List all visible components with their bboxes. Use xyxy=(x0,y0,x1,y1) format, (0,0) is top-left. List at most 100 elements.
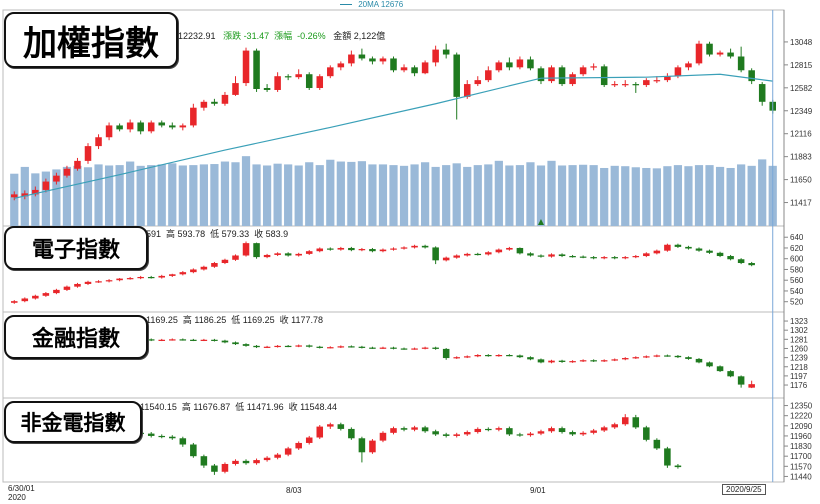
info-fin-low: 低 1169.25 xyxy=(231,315,275,325)
candle-body-taiex xyxy=(63,168,71,176)
candle-body-taiex xyxy=(463,84,471,97)
candle-body-fin xyxy=(748,384,755,388)
candle-body-fin xyxy=(695,358,703,363)
candle-body-elec xyxy=(400,247,408,249)
candle-body-taiex xyxy=(527,59,534,69)
info-elec: 591 高 593.78 低 579.33 收 583.9 xyxy=(146,227,288,240)
candle-body-elec xyxy=(316,248,324,252)
candle-body-taiex xyxy=(632,84,640,86)
volume-bar xyxy=(631,167,640,226)
candle-body-taiex xyxy=(579,67,587,75)
candle-body-elec xyxy=(390,248,397,250)
candle-body-fin xyxy=(253,345,260,348)
candle-body-taiex xyxy=(558,67,566,85)
candle-body-nonfin xyxy=(190,444,197,457)
candle-body-elec xyxy=(474,253,482,256)
candle-body-elec xyxy=(695,248,703,251)
candle-body-elec xyxy=(116,278,123,281)
y-tick-label-taiex-1: 12815 xyxy=(790,61,813,70)
y-tick-label-nonfin-6: 11570 xyxy=(790,462,812,471)
candle-body-taiex xyxy=(221,94,229,104)
volume-bar xyxy=(684,166,693,226)
volume-bar xyxy=(431,166,440,226)
candle-body-nonfin xyxy=(348,428,355,439)
candle-body-taiex xyxy=(295,74,302,78)
candle-body-elec xyxy=(137,276,144,279)
y-tick-label-fin-5: 1218 xyxy=(790,363,808,372)
volume-bar xyxy=(747,165,756,226)
candle-body-fin xyxy=(263,346,271,348)
candle-body-elec xyxy=(632,256,640,258)
volume-bar xyxy=(463,166,472,226)
info-elec-high: 高 593.78 xyxy=(166,229,206,239)
volume-bar xyxy=(652,168,661,226)
candle-body-nonfin xyxy=(316,426,324,438)
candle-body-taiex xyxy=(105,125,113,138)
candle-body-elec xyxy=(158,275,166,278)
volume-marker-icon xyxy=(537,219,544,225)
candle-body-taiex xyxy=(116,125,123,130)
candle-body-elec xyxy=(653,250,661,254)
candle-body-taiex xyxy=(716,52,724,55)
candle-body-fin xyxy=(221,340,229,343)
candle-body-fin xyxy=(390,347,397,349)
candle-body-fin xyxy=(358,346,366,348)
volume-bar xyxy=(526,162,535,226)
volume-bar xyxy=(642,167,651,226)
volume-bar xyxy=(715,166,725,226)
candle-body-elec xyxy=(674,244,682,247)
volume-bar xyxy=(52,169,61,226)
candle-body-taiex xyxy=(305,74,313,89)
candle-body-taiex xyxy=(137,122,144,132)
volume-bar xyxy=(389,165,398,226)
candle-body-fin xyxy=(516,355,524,358)
candle-body-fin xyxy=(653,355,661,357)
candle-body-fin xyxy=(474,355,482,357)
info-fin: 1169.25 高 1186.25 低 1169.25 收 1177.78 xyxy=(146,313,323,326)
candle-body-elec xyxy=(348,247,355,251)
volume-bar xyxy=(220,161,230,226)
info-taiex-pct: -0.26% xyxy=(297,31,326,41)
candle-body-elec xyxy=(485,252,492,255)
info-nonfin-low: 低 11471.96 xyxy=(235,402,284,412)
candle-body-elec xyxy=(442,257,450,261)
candle-body-elec xyxy=(169,274,176,276)
volume-bar xyxy=(178,165,187,226)
candle-body-elec xyxy=(453,255,460,258)
candle-body-nonfin xyxy=(200,456,208,466)
info-fin-open: 1169.25 xyxy=(146,315,178,325)
candle-body-fin xyxy=(295,345,302,347)
volume-bar xyxy=(621,166,630,226)
candle-body-taiex xyxy=(253,50,260,89)
candle-body-nonfin xyxy=(527,433,534,436)
candle-body-taiex xyxy=(369,58,376,62)
candle-body-elec xyxy=(685,246,692,249)
candle-body-elec xyxy=(643,253,650,257)
candle-body-taiex xyxy=(327,67,334,77)
y-tick-label-elec-1: 620 xyxy=(790,244,804,253)
ma-line xyxy=(14,73,773,199)
volume-bar xyxy=(347,161,356,226)
candle-body-taiex xyxy=(537,68,545,82)
candle-body-nonfin xyxy=(432,431,439,435)
candle-body-nonfin xyxy=(453,434,460,436)
volume-bar xyxy=(610,165,619,226)
candle-body-taiex xyxy=(611,84,618,86)
volume-bar xyxy=(115,165,124,226)
candle-body-elec xyxy=(105,280,113,282)
volume-bar xyxy=(705,165,714,226)
candle-body-nonfin xyxy=(421,427,429,432)
volume-bar xyxy=(547,160,556,226)
volume-bar xyxy=(241,156,251,226)
candle-body-fin xyxy=(337,346,345,348)
x-label-sep: 9/01 xyxy=(530,486,546,495)
y-tick-label-nonfin-3: 11960 xyxy=(790,432,812,441)
volume-bar xyxy=(673,165,683,226)
candle-body-taiex xyxy=(621,84,629,86)
y-tick-label-taiex-4: 12116 xyxy=(790,130,812,139)
candle-body-fin xyxy=(664,355,671,357)
info-taiex: 12232.91 漲跌 -31.47 漲幅 -0.26% 金額 2,122億 xyxy=(178,29,385,42)
volume-bar xyxy=(452,163,461,226)
candle-body-fin xyxy=(643,356,650,358)
